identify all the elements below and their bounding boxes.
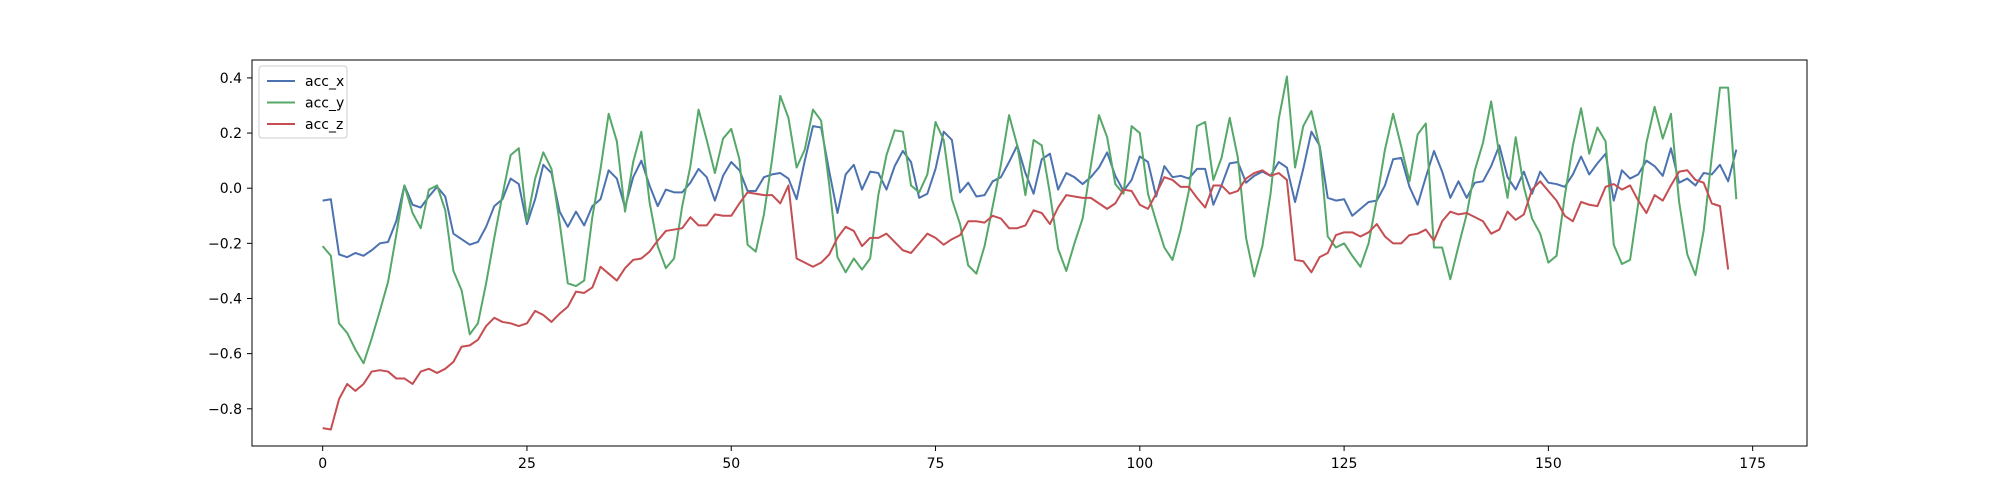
x-tick-label: 100 — [1126, 456, 1153, 472]
y-tick-label: −0.8 — [208, 402, 242, 418]
series-line-acc-z — [322, 169, 1730, 431]
y-tick-label: −0.6 — [208, 347, 242, 363]
x-tick-label: 150 — [1535, 456, 1562, 472]
x-tick-label: 50 — [722, 456, 740, 472]
y-axis: −0.8 −0.6 −0.4 −0.2 0.0 0.2 0.4 — [208, 71, 252, 418]
series-layer — [321, 75, 1738, 431]
x-tick-label: 125 — [1331, 456, 1358, 472]
x-tick-label: 75 — [927, 456, 945, 472]
y-tick-label: 0.4 — [220, 71, 242, 87]
legend-label-acc-z: acc_z — [305, 117, 343, 133]
plot-area-frame — [251, 59, 1808, 447]
y-tick-label: −0.2 — [208, 236, 242, 252]
x-tick-label: 175 — [1739, 456, 1766, 472]
legend-label-acc-x: acc_x — [305, 74, 344, 90]
series-line-acc-x — [322, 125, 1738, 259]
series-line-acc-y — [321, 75, 1738, 365]
x-tick-label: 25 — [518, 456, 536, 472]
x-axis: 0 25 50 75 100 125 150 175 — [318, 446, 1766, 472]
x-tick-label: 0 — [318, 456, 327, 472]
y-tick-label: 0.0 — [220, 181, 242, 197]
legend: acc_x acc_y acc_z — [258, 65, 348, 139]
y-tick-label: −0.4 — [208, 291, 242, 307]
y-tick-label: 0.2 — [220, 126, 242, 142]
legend-box — [258, 65, 348, 139]
legend-label-acc-y: acc_y — [305, 96, 344, 112]
